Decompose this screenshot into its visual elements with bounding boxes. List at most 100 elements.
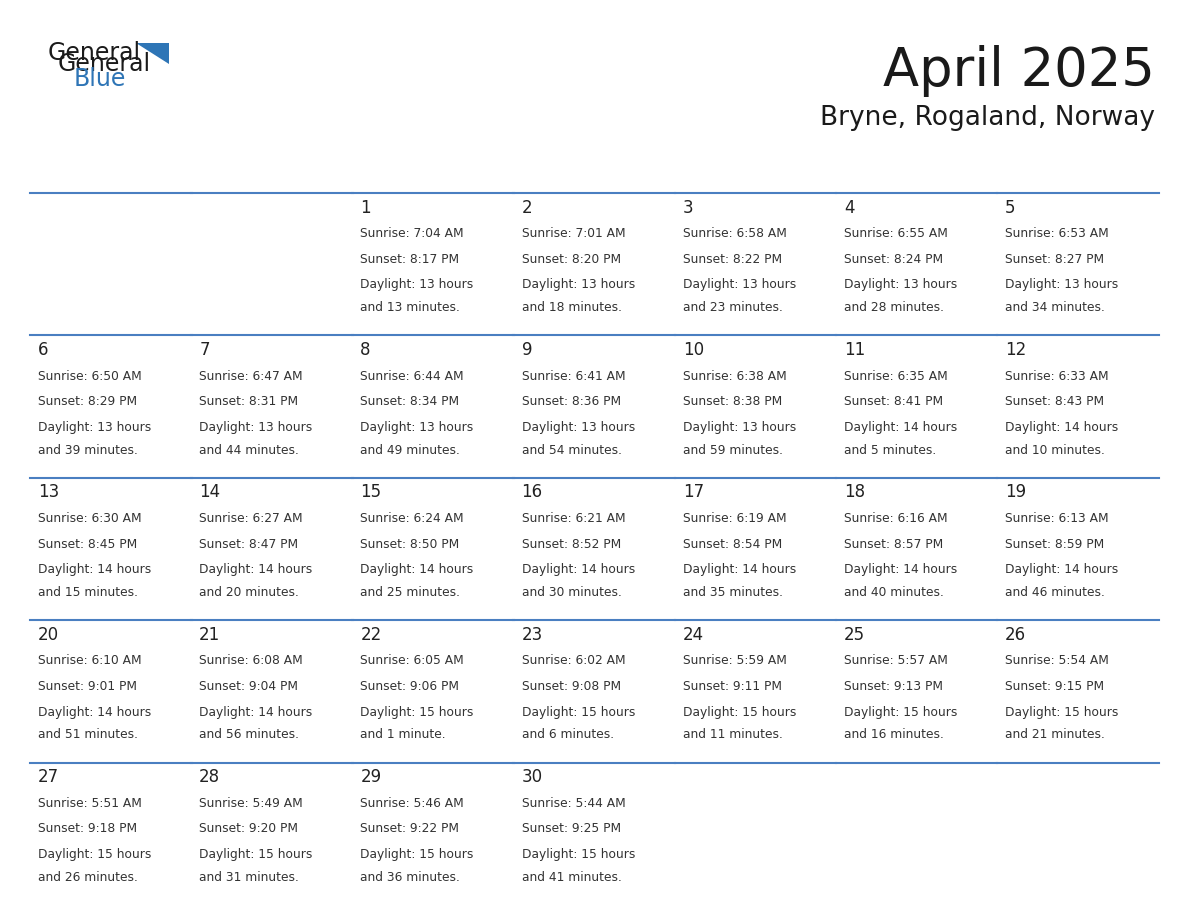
Text: Daylight: 13 hours: Daylight: 13 hours <box>360 278 474 291</box>
Text: Sunset: 9:22 PM: Sunset: 9:22 PM <box>360 823 460 835</box>
Text: and 49 minutes.: and 49 minutes. <box>360 443 460 456</box>
Text: Sunset: 8:43 PM: Sunset: 8:43 PM <box>1005 396 1104 409</box>
Text: 29: 29 <box>360 768 381 787</box>
Text: Sunrise: 5:51 AM: Sunrise: 5:51 AM <box>38 797 141 810</box>
Text: Sunset: 8:24 PM: Sunset: 8:24 PM <box>843 252 943 266</box>
Text: Tuesday: Tuesday <box>362 166 435 182</box>
Text: Sunset: 8:50 PM: Sunset: 8:50 PM <box>360 538 460 551</box>
Text: Daylight: 13 hours: Daylight: 13 hours <box>683 278 796 291</box>
Text: Sunset: 9:04 PM: Sunset: 9:04 PM <box>200 680 298 693</box>
Text: and 1 minute.: and 1 minute. <box>360 728 446 742</box>
Text: and 46 minutes.: and 46 minutes. <box>1005 586 1105 599</box>
Text: Sunrise: 5:49 AM: Sunrise: 5:49 AM <box>200 797 303 810</box>
Text: Sunrise: 6:47 AM: Sunrise: 6:47 AM <box>200 370 303 383</box>
Text: Daylight: 15 hours: Daylight: 15 hours <box>522 706 634 719</box>
Text: Saturday: Saturday <box>1006 166 1088 182</box>
Text: 13: 13 <box>38 484 59 501</box>
Text: 24: 24 <box>683 626 703 644</box>
Text: and 59 minutes.: and 59 minutes. <box>683 443 783 456</box>
Text: Sunrise: 5:59 AM: Sunrise: 5:59 AM <box>683 655 786 667</box>
Text: Sunrise: 6:27 AM: Sunrise: 6:27 AM <box>200 512 303 525</box>
Text: 30: 30 <box>522 768 543 787</box>
Text: Sunrise: 6:13 AM: Sunrise: 6:13 AM <box>1005 512 1108 525</box>
Text: Sunrise: 6:30 AM: Sunrise: 6:30 AM <box>38 512 141 525</box>
Text: and 39 minutes.: and 39 minutes. <box>38 443 138 456</box>
Text: Sunrise: 5:57 AM: Sunrise: 5:57 AM <box>843 655 948 667</box>
Text: Monday: Monday <box>201 166 272 182</box>
Text: Sunrise: 6:38 AM: Sunrise: 6:38 AM <box>683 370 786 383</box>
Text: Wednesday: Wednesday <box>523 166 626 182</box>
Text: Sunrise: 5:46 AM: Sunrise: 5:46 AM <box>360 797 465 810</box>
Text: and 25 minutes.: and 25 minutes. <box>360 586 461 599</box>
Text: Daylight: 15 hours: Daylight: 15 hours <box>200 848 312 861</box>
Text: 20: 20 <box>38 626 59 644</box>
Text: and 30 minutes.: and 30 minutes. <box>522 586 621 599</box>
Text: Sunrise: 6:35 AM: Sunrise: 6:35 AM <box>843 370 948 383</box>
Text: Daylight: 14 hours: Daylight: 14 hours <box>1005 420 1118 434</box>
Text: General: General <box>58 52 151 76</box>
Text: Sunrise: 6:21 AM: Sunrise: 6:21 AM <box>522 512 625 525</box>
Polygon shape <box>135 43 169 64</box>
Text: Thursday: Thursday <box>684 166 767 182</box>
Text: Daylight: 13 hours: Daylight: 13 hours <box>843 278 958 291</box>
Text: 22: 22 <box>360 626 381 644</box>
Text: Sunset: 8:29 PM: Sunset: 8:29 PM <box>38 396 137 409</box>
Text: Daylight: 13 hours: Daylight: 13 hours <box>522 420 634 434</box>
Text: Sunrise: 6:33 AM: Sunrise: 6:33 AM <box>1005 370 1108 383</box>
Text: Daylight: 14 hours: Daylight: 14 hours <box>843 564 958 577</box>
Text: 21: 21 <box>200 626 221 644</box>
Text: and 35 minutes.: and 35 minutes. <box>683 586 783 599</box>
Text: and 44 minutes.: and 44 minutes. <box>200 443 299 456</box>
Text: Daylight: 14 hours: Daylight: 14 hours <box>1005 564 1118 577</box>
Text: Daylight: 13 hours: Daylight: 13 hours <box>683 420 796 434</box>
Text: Daylight: 15 hours: Daylight: 15 hours <box>360 706 474 719</box>
Text: Sunset: 9:11 PM: Sunset: 9:11 PM <box>683 680 782 693</box>
Text: Daylight: 15 hours: Daylight: 15 hours <box>38 848 151 861</box>
Text: Sunset: 8:57 PM: Sunset: 8:57 PM <box>843 538 943 551</box>
Text: April 2025: April 2025 <box>883 45 1155 97</box>
Text: Daylight: 14 hours: Daylight: 14 hours <box>683 564 796 577</box>
Text: 12: 12 <box>1005 341 1026 359</box>
Text: Daylight: 15 hours: Daylight: 15 hours <box>1005 706 1118 719</box>
Text: Daylight: 14 hours: Daylight: 14 hours <box>38 564 151 577</box>
Text: Sunset: 9:06 PM: Sunset: 9:06 PM <box>360 680 460 693</box>
Text: and 23 minutes.: and 23 minutes. <box>683 301 783 314</box>
Text: 23: 23 <box>522 626 543 644</box>
Text: Sunset: 8:31 PM: Sunset: 8:31 PM <box>200 396 298 409</box>
Text: Sunset: 8:47 PM: Sunset: 8:47 PM <box>200 538 298 551</box>
Text: Sunrise: 7:04 AM: Sunrise: 7:04 AM <box>360 227 465 241</box>
Text: Sunset: 8:36 PM: Sunset: 8:36 PM <box>522 396 620 409</box>
Text: and 20 minutes.: and 20 minutes. <box>200 586 299 599</box>
Text: Sunrise: 6:53 AM: Sunrise: 6:53 AM <box>1005 227 1108 241</box>
Text: 25: 25 <box>843 626 865 644</box>
Text: Daylight: 15 hours: Daylight: 15 hours <box>683 706 796 719</box>
Text: Sunset: 8:54 PM: Sunset: 8:54 PM <box>683 538 782 551</box>
Text: Sunset: 9:15 PM: Sunset: 9:15 PM <box>1005 680 1104 693</box>
Text: 4: 4 <box>843 198 854 217</box>
Text: 7: 7 <box>200 341 210 359</box>
Text: Daylight: 13 hours: Daylight: 13 hours <box>200 420 312 434</box>
Text: 28: 28 <box>200 768 220 787</box>
Text: Sunset: 8:34 PM: Sunset: 8:34 PM <box>360 396 460 409</box>
Text: Daylight: 14 hours: Daylight: 14 hours <box>843 420 958 434</box>
Text: General: General <box>48 41 140 65</box>
Text: 17: 17 <box>683 484 703 501</box>
Text: Sunset: 9:18 PM: Sunset: 9:18 PM <box>38 823 137 835</box>
Text: Sunrise: 6:24 AM: Sunrise: 6:24 AM <box>360 512 465 525</box>
Text: and 11 minutes.: and 11 minutes. <box>683 728 783 742</box>
Text: Sunrise: 6:41 AM: Sunrise: 6:41 AM <box>522 370 625 383</box>
Text: Sunset: 8:22 PM: Sunset: 8:22 PM <box>683 252 782 266</box>
Text: Sunset: 9:25 PM: Sunset: 9:25 PM <box>522 823 620 835</box>
Text: Sunset: 8:27 PM: Sunset: 8:27 PM <box>1005 252 1104 266</box>
Text: Sunset: 8:41 PM: Sunset: 8:41 PM <box>843 396 943 409</box>
Text: Sunrise: 6:19 AM: Sunrise: 6:19 AM <box>683 512 786 525</box>
Text: Blue: Blue <box>74 67 126 91</box>
Text: and 15 minutes.: and 15 minutes. <box>38 586 138 599</box>
Text: Bryne, Rogaland, Norway: Bryne, Rogaland, Norway <box>820 105 1155 131</box>
Text: Sunset: 9:20 PM: Sunset: 9:20 PM <box>200 823 298 835</box>
Text: Daylight: 15 hours: Daylight: 15 hours <box>522 848 634 861</box>
Text: and 16 minutes.: and 16 minutes. <box>843 728 943 742</box>
Text: and 41 minutes.: and 41 minutes. <box>522 871 621 884</box>
Text: and 18 minutes.: and 18 minutes. <box>522 301 621 314</box>
Text: and 21 minutes.: and 21 minutes. <box>1005 728 1105 742</box>
